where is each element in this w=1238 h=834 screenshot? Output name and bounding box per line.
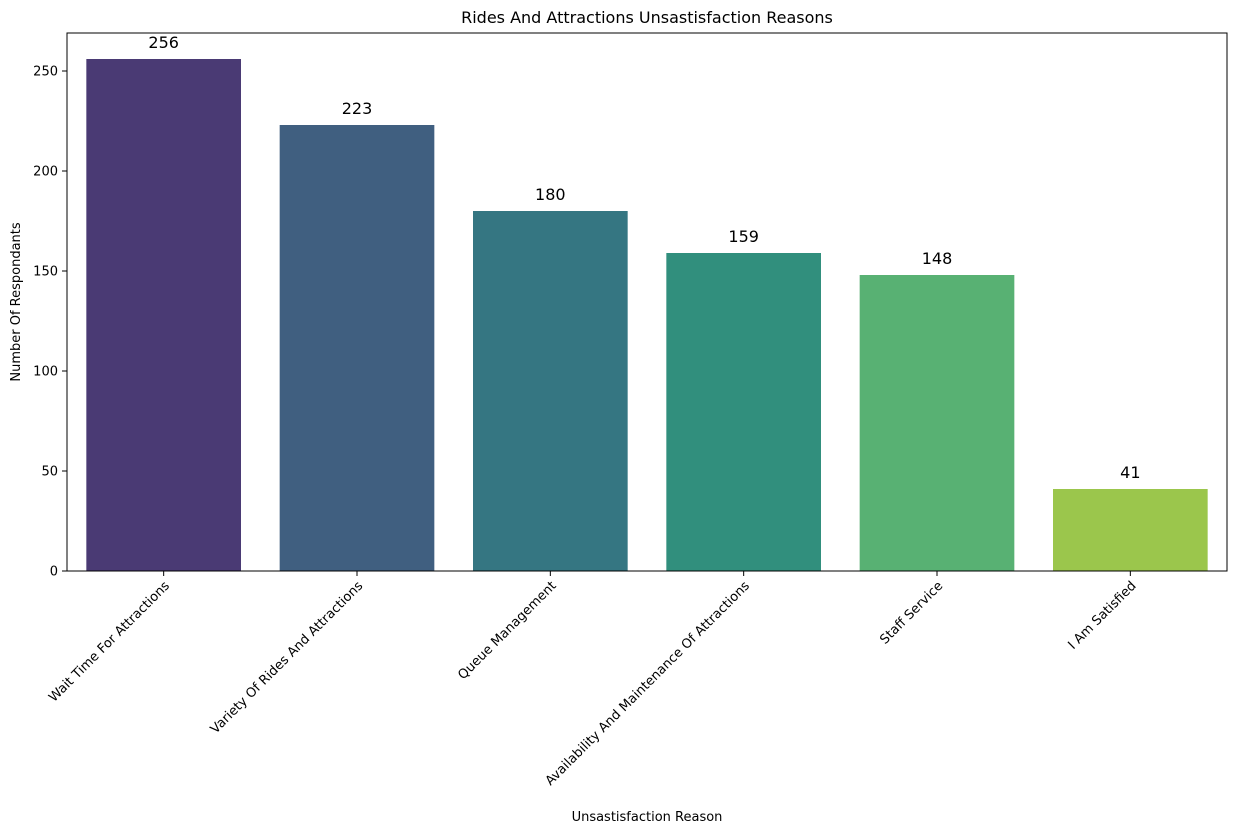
x-tick-label-1: Variety Of Rides And Attractions	[208, 579, 367, 738]
plot-frame	[66, 32, 1228, 572]
y-tick-label-4: 200	[33, 165, 58, 180]
y-tick-label-5: 250	[33, 65, 58, 80]
bar-1	[279, 125, 435, 571]
x-tick-label-4: Staff Service	[877, 579, 946, 648]
data-label-5: 41	[1120, 463, 1140, 482]
y-tick-label-3: 150	[33, 265, 58, 280]
bar-4	[859, 275, 1015, 571]
plot-area: 256 223 180 159 148 41 0 50 100 150 200 250 Wait Tim…	[33, 32, 1228, 789]
bar-5	[1053, 489, 1208, 571]
bar-0	[86, 59, 241, 571]
x-tick-label-5: I Am Satisfied	[1065, 579, 1139, 653]
data-label-4: 148	[922, 249, 953, 268]
bar-2	[473, 211, 628, 571]
data-label-0: 256	[148, 33, 179, 52]
x-axis-label: Unsastisfaction Reason	[572, 810, 723, 825]
y-tick-label-1: 50	[41, 465, 58, 480]
data-label-2: 180	[535, 185, 566, 204]
x-tick-label-2: Queue Management	[455, 579, 559, 683]
x-tick-label-0: Wait Time For Attractions	[46, 578, 173, 705]
y-axis-label: Number Of Respondants	[9, 222, 24, 382]
y-tick-label-2: 100	[33, 365, 58, 380]
data-label-3: 159	[728, 227, 759, 246]
bar-3	[666, 253, 821, 571]
chart-title: Rides And Attractions Unsastisfaction Re…	[461, 8, 833, 27]
x-tick-label-3: Availability And Maintenance Of Attracti…	[543, 578, 753, 788]
y-tick-label-0: 0	[50, 565, 58, 580]
data-label-1: 223	[342, 99, 373, 118]
